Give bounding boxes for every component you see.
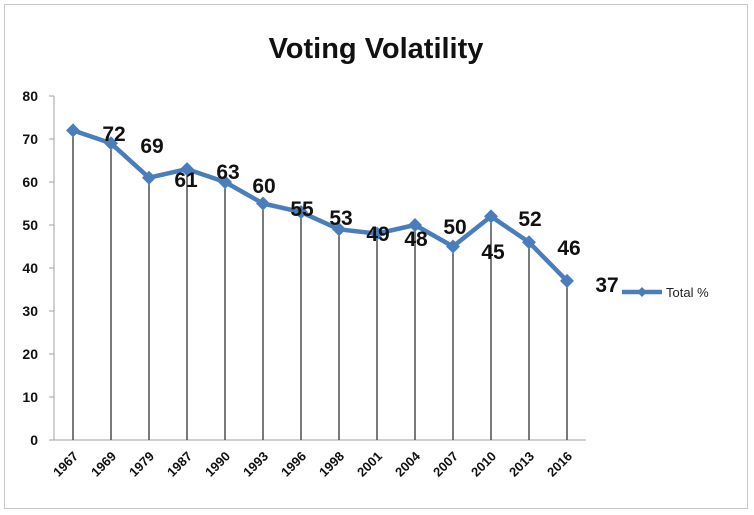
data-labels: 72 69 61 63 60 55 53 49 48 50 45 52 46 37 [102,123,618,297]
x-tick-label: 1987 [164,449,195,480]
x-tick-label: 1979 [126,449,157,480]
data-point [484,209,498,224]
data-label: 63 [216,161,239,184]
data-label: 49 [366,223,389,246]
x-tick-label: 2016 [544,449,575,480]
x-tick-label: 2007 [430,449,461,480]
data-point [218,175,232,189]
data-point [294,205,308,220]
x-tick-label: 1990 [202,449,233,480]
y-tick-label: 30 [22,303,38,319]
data-point [332,222,346,237]
y-tick-label: 80 [22,88,38,104]
x-tick-label: 1967 [50,449,81,480]
data-point [66,123,80,138]
data-label: 48 [404,228,428,251]
legend-label: Total % [666,285,709,300]
x-tick-label: 1998 [316,449,347,480]
data-label: 52 [518,208,541,231]
data-point [256,196,270,211]
y-tick-label: 20 [22,346,38,362]
y-tick-label: 60 [22,174,38,190]
data-point [522,235,536,250]
x-tick-label: 1993 [240,449,271,480]
x-tick-label: 2013 [506,449,537,480]
x-tick-label: 2004 [392,448,424,480]
data-point [142,170,156,185]
data-label: 61 [174,169,198,192]
data-point [408,218,422,232]
data-label: 69 [140,135,163,158]
x-tick-label: 1996 [278,449,309,480]
data-point [370,226,384,241]
y-tick-label: 70 [22,131,38,147]
series-line [72,128,569,283]
data-label: 45 [481,241,505,264]
data-point [104,136,118,151]
data-label: 55 [290,198,314,221]
y-tick-label: 0 [30,432,38,448]
data-label: 72 [102,123,125,146]
x-axis: 1967 1969 1979 1987 1990 1993 1996 1998 2001 2004… [50,439,586,480]
y-tick-label: 10 [22,389,38,405]
diamond-icon [637,287,647,297]
data-label: 60 [252,175,275,198]
data-point [180,162,194,177]
chart-title: Voting Volatility [269,33,484,65]
y-tick-label: 50 [22,217,38,233]
data-label: 46 [557,237,580,260]
x-tick-label: 2010 [468,449,499,480]
drop-lines [72,130,568,440]
x-tick-label: 2001 [354,449,385,480]
data-label: 37 [595,274,618,297]
chart-frame [4,4,748,509]
data-label: 50 [443,216,466,239]
y-axis: 0 10 20 30 40 50 60 70 80 [22,88,55,448]
legend: Total % [622,285,709,300]
data-point [446,239,460,254]
data-point [560,273,574,288]
series-total [66,123,574,288]
data-label: 53 [329,207,352,230]
y-tick-label: 40 [22,260,38,276]
x-tick-label: 1969 [88,449,119,480]
